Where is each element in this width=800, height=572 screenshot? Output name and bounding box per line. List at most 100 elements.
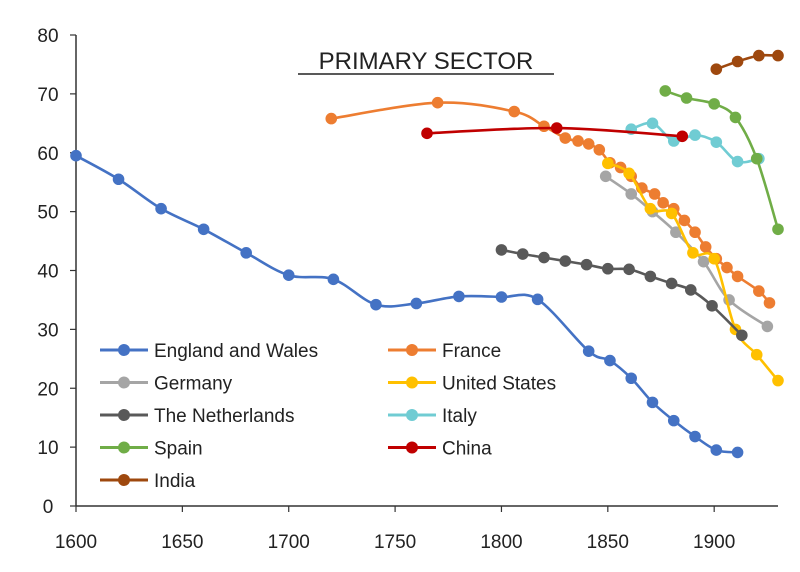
data-point-england-and-wales: [327, 273, 340, 286]
data-point-england-and-wales: [646, 396, 659, 409]
data-point-england-and-wales: [155, 202, 167, 215]
data-point-france: [431, 96, 444, 109]
data-point-england-and-wales: [197, 223, 210, 236]
legend-swatch-marker: [406, 441, 418, 454]
legend-label: India: [154, 471, 196, 492]
data-point-united-states: [750, 348, 763, 361]
legend-swatch-marker: [118, 376, 130, 389]
data-point-united-states: [665, 207, 678, 220]
data-point-spain: [680, 92, 693, 104]
data-point-the-netherlands: [559, 255, 572, 267]
data-point-france: [648, 188, 661, 200]
data-point-spain: [729, 111, 742, 124]
series-india: [710, 49, 784, 75]
data-point-germany: [761, 320, 774, 333]
data-point-france: [572, 135, 584, 147]
data-point-france: [325, 112, 338, 125]
data-point-france: [721, 261, 733, 274]
data-point-england-and-wales: [604, 354, 616, 367]
data-point-united-states: [772, 374, 784, 387]
legend-swatch-marker: [406, 409, 418, 421]
data-point-england-and-wales: [582, 345, 595, 357]
legend-item-england-and-wales: England and Wales: [100, 341, 318, 362]
chart-title: PRIMARY SECTOR: [319, 48, 534, 75]
x-tick-label: 1700: [268, 532, 310, 553]
legend-label: Spain: [154, 439, 203, 460]
axes: [75, 35, 778, 507]
x-tick-label: 1650: [161, 532, 203, 553]
legend-label: The Netherlands: [154, 406, 294, 427]
y-tick-label: 20: [37, 379, 58, 400]
legend-swatch-marker: [406, 376, 418, 389]
data-point-germany: [670, 226, 682, 239]
data-point-germany: [697, 255, 710, 268]
data-point-england-and-wales: [710, 444, 723, 456]
data-point-the-netherlands: [623, 263, 635, 276]
legend-label: United States: [442, 374, 556, 395]
legend-label: Italy: [442, 406, 477, 427]
data-point-england-and-wales: [495, 291, 508, 303]
data-point-spain: [772, 223, 784, 236]
data-point-england-and-wales: [410, 297, 423, 310]
data-point-china: [550, 122, 563, 134]
data-point-spain: [750, 152, 763, 165]
data-point-the-netherlands: [602, 262, 614, 275]
y-tick-label: 50: [37, 203, 58, 224]
data-point-england-and-wales: [531, 293, 544, 306]
x-tick-label: 1850: [587, 532, 629, 553]
y-ticks: 0 10 20 30 40 50 60 70 80: [37, 26, 76, 518]
legend-item-spain: Spain: [100, 439, 203, 460]
data-point-england-and-wales: [70, 149, 82, 162]
x-tick-label: 1750: [374, 532, 416, 553]
data-point-france: [559, 132, 572, 144]
y-tick-label: 10: [37, 438, 58, 459]
data-point-italy: [710, 136, 723, 148]
legend-swatch-marker: [118, 409, 130, 421]
data-point-england-and-wales: [112, 173, 125, 186]
data-point-italy: [667, 135, 680, 147]
data-point-india: [710, 63, 723, 75]
legend-item-france: France: [388, 341, 501, 362]
data-point-england-and-wales: [667, 414, 680, 427]
data-point-england-and-wales: [370, 298, 382, 311]
data-point-england-and-wales: [731, 446, 744, 459]
series-spain: [659, 85, 784, 236]
series-the-netherlands: [495, 244, 748, 342]
series-england-and-wales: [70, 149, 744, 459]
series-united-states: [602, 157, 784, 387]
data-point-france: [657, 196, 669, 209]
data-point-france: [508, 105, 521, 118]
data-point-england-and-wales: [282, 269, 295, 282]
y-tick-label: 80: [37, 26, 58, 47]
series-italy: [625, 117, 765, 168]
y-tick-label: 40: [37, 262, 58, 283]
data-point-india: [731, 55, 744, 68]
data-point-france: [731, 270, 744, 283]
data-point-italy: [646, 117, 659, 130]
legend-label: England and Wales: [154, 341, 318, 362]
data-point-the-netherlands: [706, 300, 718, 312]
data-point-france: [753, 285, 765, 297]
series-germany: [599, 170, 774, 333]
data-point-france: [763, 297, 776, 309]
data-point-the-netherlands: [516, 248, 529, 260]
data-point-the-netherlands: [644, 270, 657, 283]
data-point-france: [689, 226, 701, 239]
legend-swatch-marker: [118, 344, 130, 356]
legend-item-china: China: [388, 439, 492, 460]
data-point-england-and-wales: [453, 290, 465, 303]
data-point-the-netherlands: [495, 244, 508, 256]
data-point-england-and-wales: [689, 430, 701, 443]
data-point-united-states: [708, 252, 720, 265]
data-point-the-netherlands: [580, 258, 593, 271]
legend-swatch-marker: [118, 441, 130, 454]
data-point-the-netherlands: [665, 277, 678, 290]
x-tick-label: 1900: [693, 532, 735, 553]
legend-label: China: [442, 439, 492, 460]
legend-item-united-states: United States: [388, 374, 556, 395]
legend-swatch-marker: [118, 474, 130, 486]
data-point-united-states: [623, 167, 635, 180]
data-point-the-netherlands: [538, 251, 550, 264]
data-point-france: [582, 138, 595, 150]
